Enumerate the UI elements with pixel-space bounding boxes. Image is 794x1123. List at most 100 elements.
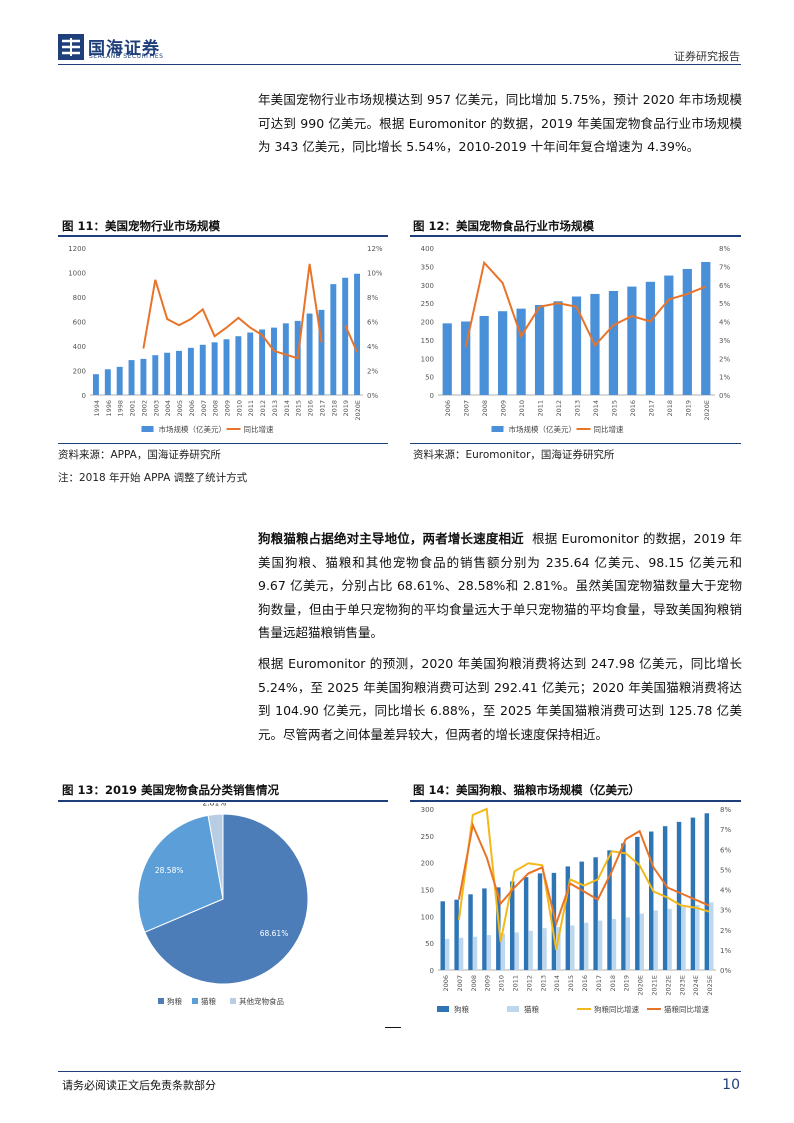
- legend-label: 市场规模（亿美元）: [159, 424, 227, 434]
- x-tick-label: 2007: [456, 975, 464, 992]
- legend-swatch: [437, 1006, 449, 1012]
- y-left-tick-label: 1200: [68, 245, 86, 253]
- section2-paragraph2: 根据 Euromonitor 的预测，2020 年美国狗粮消费将达到 247.9…: [258, 656, 742, 742]
- bar: [709, 902, 714, 970]
- x-tick-label: 2016: [581, 975, 589, 992]
- bar: [164, 352, 171, 395]
- x-tick-label: 2008: [212, 400, 220, 417]
- y-left-tick-label: 200: [73, 368, 86, 376]
- x-tick-label: 2016: [307, 400, 315, 417]
- x-tick-label: 2021E: [650, 975, 658, 996]
- legend-label: 其他宠物食品: [239, 996, 284, 1006]
- x-tick-label: 2011: [511, 975, 519, 992]
- bar: [645, 281, 655, 395]
- bar: [662, 826, 668, 970]
- y-right-tick-label: 8%: [720, 806, 731, 814]
- legend-label: 市场规模（亿美元）: [509, 424, 577, 434]
- y-right-tick-label: 5%: [719, 300, 730, 308]
- bar: [516, 308, 526, 395]
- bar: [667, 908, 672, 970]
- pie-slice: [137, 814, 224, 933]
- bar: [271, 327, 277, 395]
- bar: [639, 913, 644, 970]
- x-tick-label: 2025E: [706, 975, 714, 996]
- x-tick-label: 2004: [164, 400, 172, 417]
- y-right-tick-label: 6%: [719, 282, 730, 290]
- bar: [500, 933, 505, 970]
- x-tick-label: 2017: [595, 975, 603, 992]
- page-number: 10: [722, 1077, 740, 1093]
- legend-swatch: [230, 998, 236, 1004]
- x-tick-label: 1994: [93, 400, 101, 417]
- bar: [259, 329, 266, 395]
- x-tick-label: 2009: [224, 400, 232, 417]
- bar: [682, 268, 692, 395]
- bar: [635, 836, 640, 970]
- y-left-tick-label: 250: [421, 300, 434, 308]
- bar: [92, 374, 99, 395]
- section2-paragraph1: 狗粮猫粮占据绝对主导地位，两者增长速度相近 根据 Euromonitor 的数据…: [258, 527, 742, 645]
- bar: [514, 932, 519, 970]
- y-right-tick-label: 4%: [720, 887, 731, 895]
- y-right-tick-label: 2%: [719, 355, 730, 363]
- legend-label: 同比增速: [594, 424, 624, 434]
- x-tick-label: 2012: [555, 400, 563, 417]
- bar: [354, 273, 361, 395]
- bar: [199, 344, 206, 395]
- y-right-tick-label: 1%: [720, 947, 731, 955]
- bar: [468, 894, 473, 970]
- bar: [534, 304, 545, 395]
- pie-slice: [144, 813, 309, 985]
- fig11-note: 注：2018 年开始 APPA 调整了统计方式: [58, 472, 248, 484]
- x-tick-label: 2020E: [703, 400, 711, 421]
- x-tick-label: 2002: [140, 400, 148, 417]
- fig14-rule: [410, 800, 741, 802]
- legend-label: 狗粮同比增速: [594, 1004, 639, 1014]
- y-right-tick-label: 5%: [720, 866, 731, 874]
- bar: [472, 936, 478, 970]
- y-left-tick-label: 200: [421, 860, 434, 868]
- bar: [104, 369, 111, 395]
- y-left-tick-label: 50: [425, 374, 434, 382]
- y-left-tick-label: 200: [421, 319, 434, 327]
- legend-label: 同比增速: [244, 424, 274, 434]
- bar: [608, 290, 619, 395]
- y-right-tick-label: 8%: [719, 245, 730, 253]
- fig11-chart: 0 200 400 600 800 1000 1200 0% 2% 4% 6% 8% 10% 12% 199…: [68, 245, 383, 434]
- x-tick-label: 2014: [283, 400, 291, 417]
- y-right-tick-label: 4%: [367, 343, 378, 351]
- y-left-tick-label: 350: [421, 263, 434, 271]
- bar: [510, 881, 515, 970]
- pie-value-label: 68.61%: [260, 929, 289, 938]
- x-tick-label: 2015: [567, 975, 575, 992]
- y-right-tick-label: 2%: [720, 927, 731, 935]
- y-left-tick-label: 600: [73, 319, 86, 327]
- bar: [695, 905, 700, 970]
- series-line: [142, 263, 359, 360]
- legend-swatch: [158, 998, 164, 1004]
- x-tick-label: 2006: [188, 400, 196, 417]
- bar: [704, 813, 710, 970]
- bar: [701, 261, 711, 395]
- y-left-tick-label: 50: [425, 940, 434, 948]
- x-tick-label: 2008: [470, 975, 478, 992]
- legend-swatch: [507, 1006, 519, 1012]
- bar: [690, 817, 696, 970]
- bar: [442, 323, 452, 395]
- section2-lead: 狗粮猫粮占据绝对主导地位，两者增长速度相近: [258, 531, 524, 546]
- bar: [676, 821, 682, 970]
- bar: [681, 907, 686, 970]
- x-tick-label: 2023E: [678, 975, 686, 996]
- x-tick-label: 2019: [342, 400, 350, 417]
- bar: [528, 930, 533, 970]
- bar: [627, 286, 637, 395]
- x-tick-label: 2013: [539, 975, 547, 992]
- bar: [625, 917, 631, 970]
- x-tick-label: 1996: [105, 400, 113, 417]
- y-right-tick-label: 0%: [720, 967, 731, 975]
- x-tick-label: 2018: [330, 400, 338, 417]
- x-tick-label: 2017: [647, 400, 655, 417]
- x-tick-label: 2022E: [664, 975, 672, 996]
- bar: [128, 360, 135, 395]
- bar: [565, 866, 571, 970]
